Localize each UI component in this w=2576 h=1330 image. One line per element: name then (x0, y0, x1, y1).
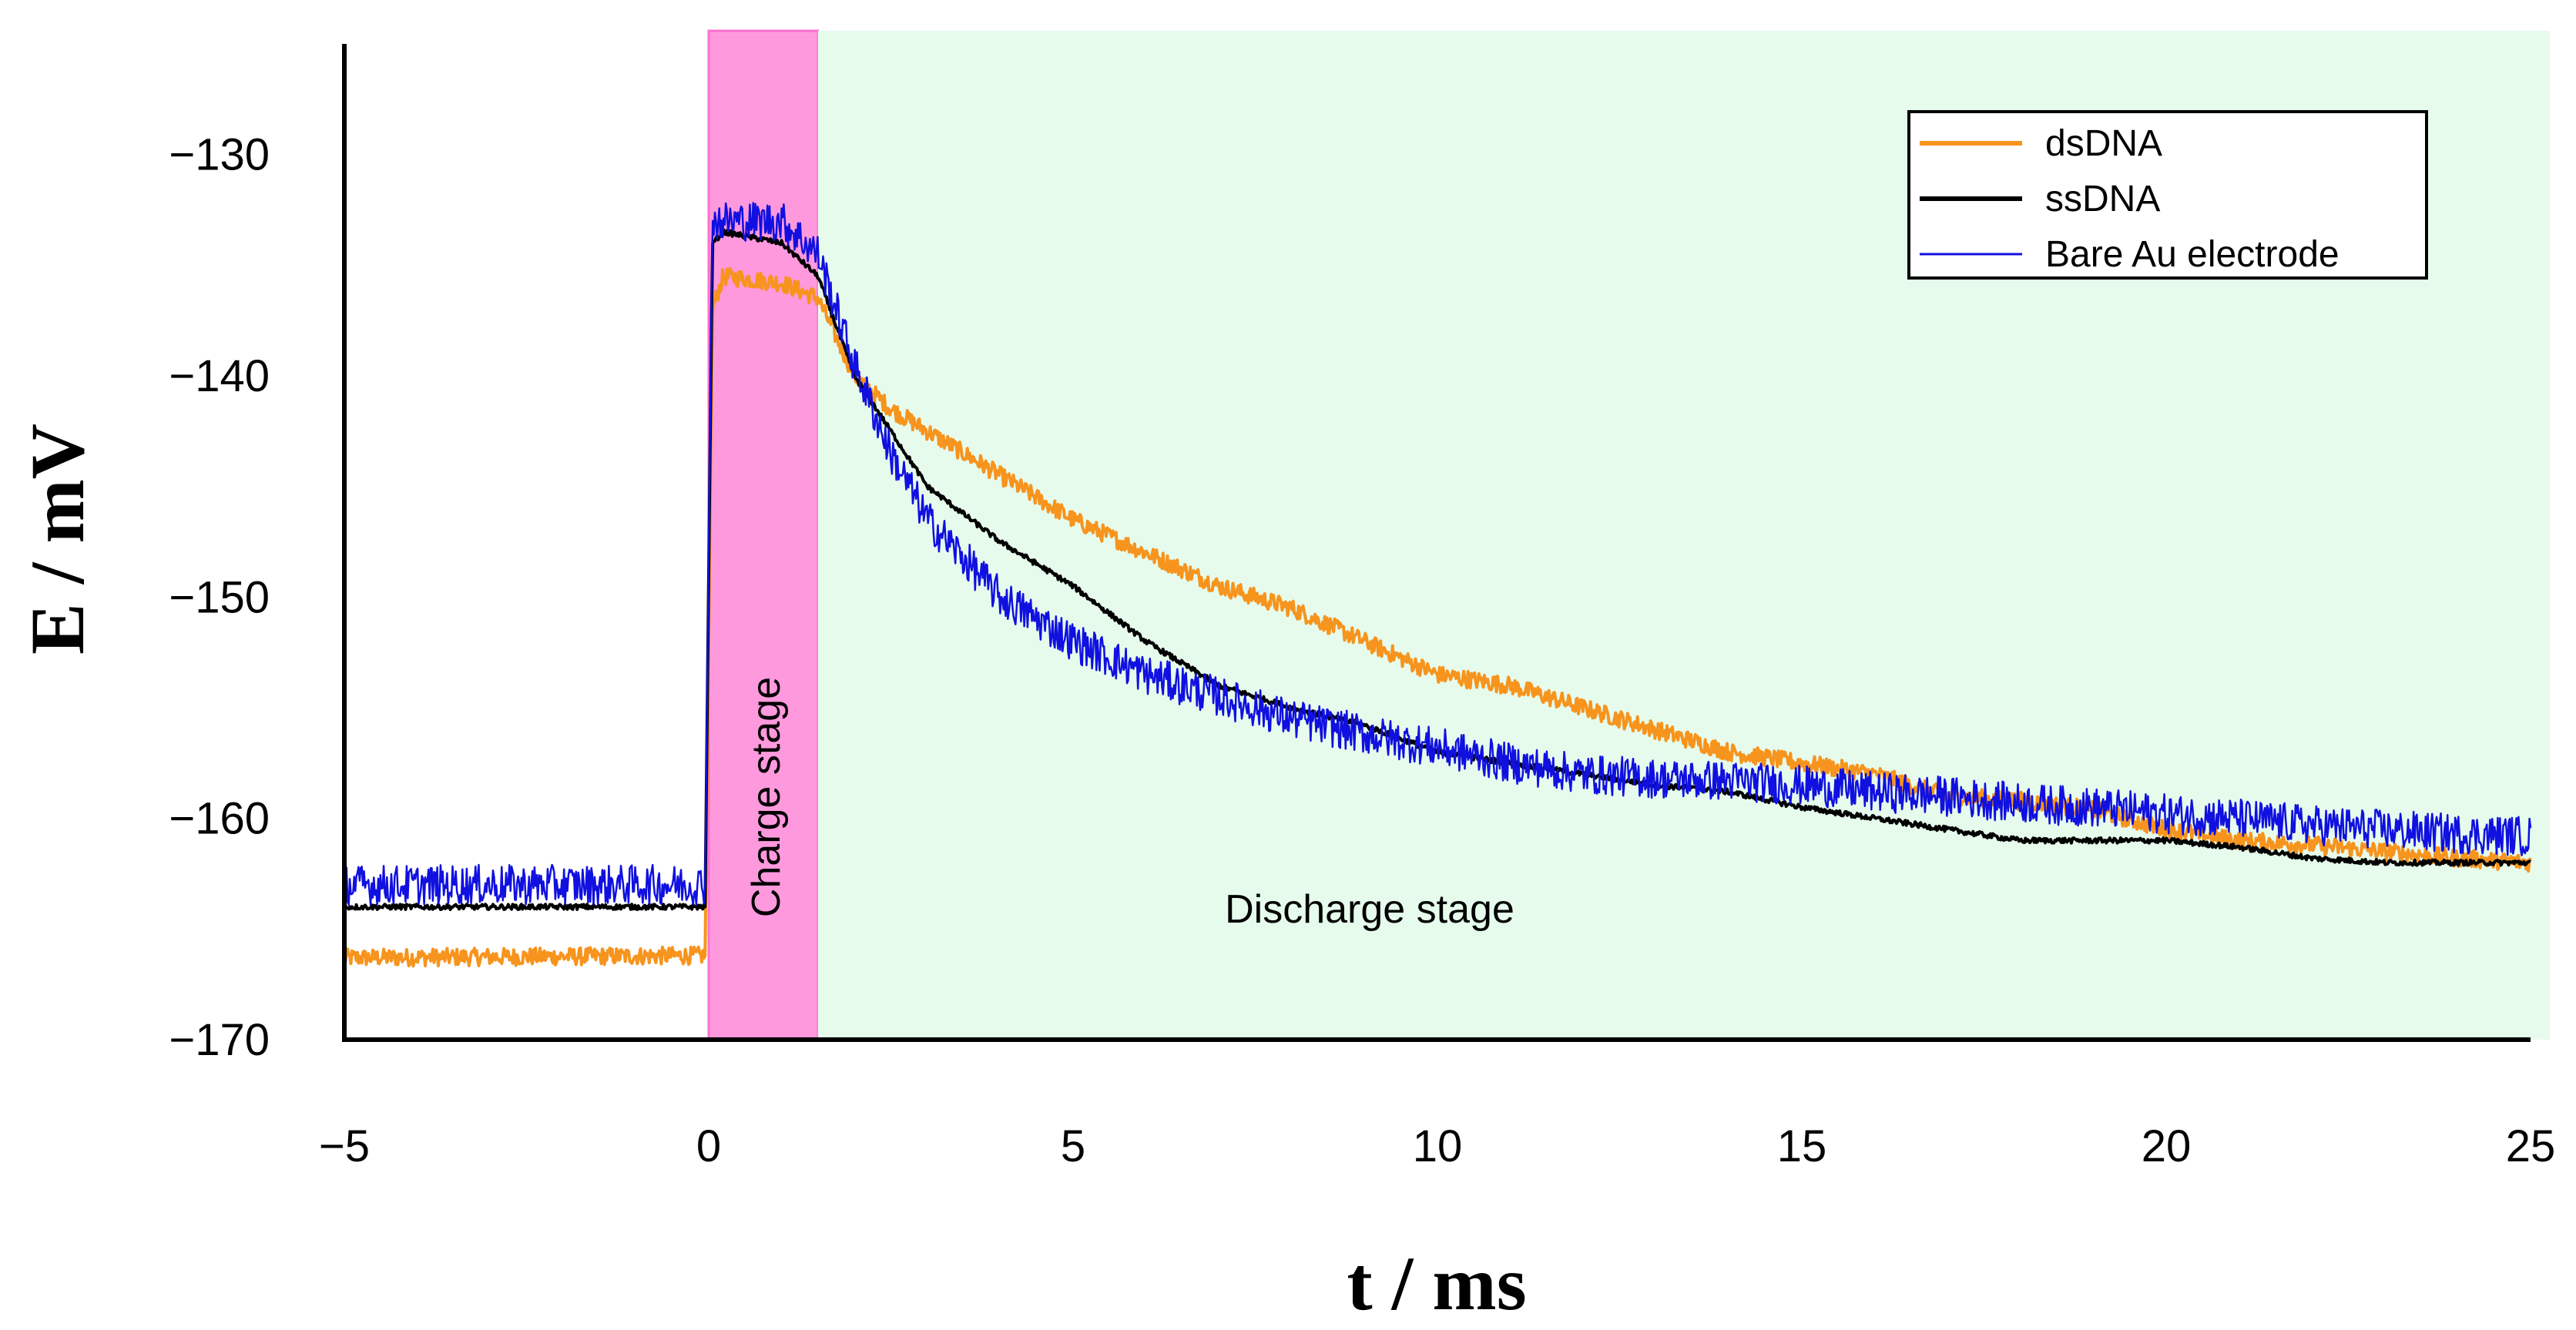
x-tick-label: 10 (1413, 1121, 1463, 1171)
legend: dsDNA ssDNA Bare Au electrode (1907, 110, 2428, 280)
y-tick-labels: −170 −160 −150 −140 −130 (169, 130, 270, 1065)
x-tick-label: 15 (1777, 1121, 1827, 1171)
series-line-bare-au-electrode (343, 202, 2532, 906)
legend-label-dsdna: dsDNA (2045, 123, 2162, 164)
legend-box (1907, 110, 2428, 280)
region-charge (707, 29, 820, 1041)
legend-label-bare-au: Bare Au electrode (2045, 234, 2340, 275)
legend-label-ssdna: ssDNA (2045, 179, 2160, 219)
discharge-stage-label: Discharge stage (1225, 887, 1514, 932)
x-axis-title: t / ms (1347, 1241, 1526, 1326)
y-tick-label: −160 (169, 794, 270, 844)
x-tick-label: 0 (696, 1121, 721, 1171)
y-tick-label: −140 (169, 351, 270, 401)
y-axis-title: E / mV (15, 424, 100, 655)
y-tick-label: −130 (169, 130, 270, 180)
y-tick-label: −170 (169, 1015, 270, 1065)
series-lines (343, 202, 2532, 968)
x-tick-label: 20 (2142, 1121, 2192, 1171)
charge-stage-label: Charge stage (744, 677, 789, 917)
y-tick-label: −150 (169, 572, 270, 622)
x-tick-label: −5 (319, 1121, 370, 1171)
x-tick-label: 25 (2506, 1121, 2556, 1171)
x-tick-label: 5 (1061, 1121, 1085, 1171)
x-tick-labels: −5 0 5 10 15 20 25 (319, 1121, 2555, 1171)
